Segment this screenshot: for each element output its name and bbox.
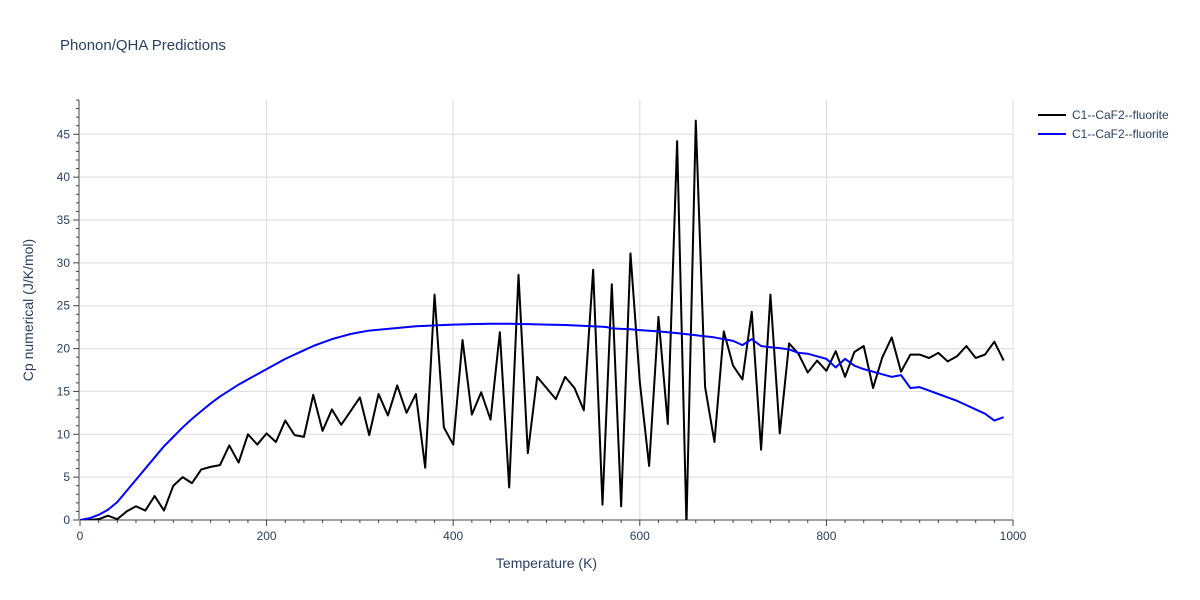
x-tick-label: 600: [630, 529, 650, 543]
grid-lines: [80, 100, 1014, 520]
series-line-black: [80, 119, 1005, 520]
y-tick-label: 20: [57, 342, 71, 356]
x-tick-label: 200: [257, 529, 277, 543]
y-tick-label: 35: [57, 213, 71, 227]
series-line-blue: [80, 322, 1005, 520]
y-axis-title: Cp numerical (J/K/mol): [20, 239, 36, 381]
series-lines: [80, 119, 1005, 520]
x-tick-labels: 0 200 400 600 800 1000: [77, 529, 1027, 543]
y-tick-label: 0: [63, 513, 70, 527]
legend-item[interactable]: C1--CaF2--fluorite: [1038, 108, 1169, 122]
chart-title: Phonon/QHA Predictions: [60, 37, 226, 54]
legend-label: C1--CaF2--fluorite: [1072, 127, 1169, 141]
x-tick-label: 800: [816, 529, 836, 543]
y-tick-label: 45: [57, 127, 71, 141]
legend-label: C1--CaF2--fluorite: [1072, 108, 1169, 122]
legend: C1--CaF2--fluorite C1--CaF2--fluorite: [1038, 108, 1169, 141]
x-tick-label: 1000: [1000, 529, 1027, 543]
y-tick-label: 40: [57, 170, 71, 184]
y-tick-label: 15: [57, 384, 71, 398]
x-tick-label: 0: [77, 529, 84, 543]
y-tick-label: 30: [57, 256, 71, 270]
y-tick-labels: 0 5 10 15 20 25 30 35 40 45: [57, 127, 71, 527]
y-tick-label: 5: [63, 470, 70, 484]
y-tick-label: 25: [57, 299, 71, 313]
x-axis-title: Temperature (K): [496, 555, 597, 571]
y-tick-label: 10: [57, 427, 71, 441]
legend-item[interactable]: C1--CaF2--fluorite: [1038, 127, 1169, 141]
x-tick-label: 400: [443, 529, 463, 543]
axes: [73, 99, 1014, 526]
